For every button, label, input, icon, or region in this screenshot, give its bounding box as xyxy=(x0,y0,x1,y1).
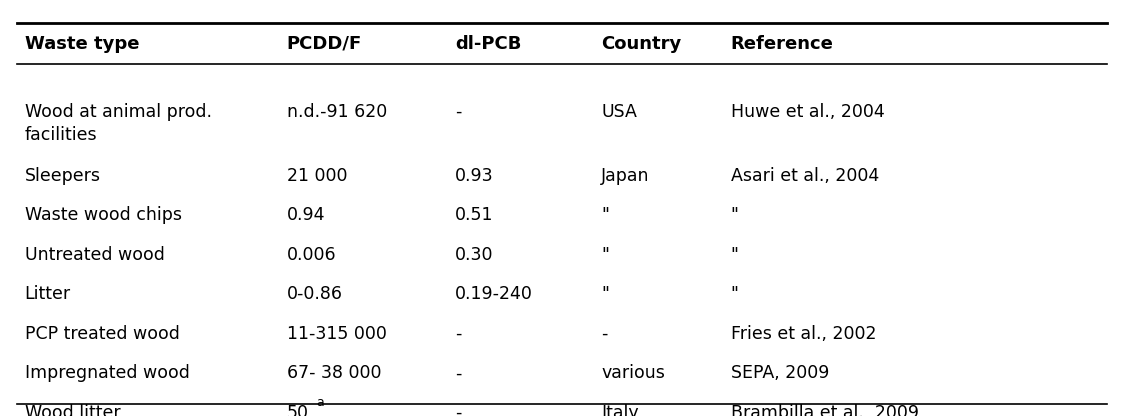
Text: Sleepers: Sleepers xyxy=(25,167,101,185)
Text: 0.93: 0.93 xyxy=(455,167,493,185)
Text: Japan: Japan xyxy=(601,167,650,185)
Text: 21 000: 21 000 xyxy=(287,167,347,185)
Text: various: various xyxy=(601,364,665,382)
Text: ": " xyxy=(731,285,738,303)
Text: PCP treated wood: PCP treated wood xyxy=(25,325,180,343)
Text: -: - xyxy=(455,364,462,382)
Text: -: - xyxy=(455,404,462,416)
Text: Fries et al., 2002: Fries et al., 2002 xyxy=(731,325,876,343)
Text: 67- 38 000: 67- 38 000 xyxy=(287,364,381,382)
Text: ": " xyxy=(601,246,609,264)
Text: -: - xyxy=(455,325,462,343)
Text: Reference: Reference xyxy=(731,35,834,53)
Text: n.d.-91 620: n.d.-91 620 xyxy=(287,103,387,121)
Text: -: - xyxy=(601,325,608,343)
Text: ": " xyxy=(601,206,609,224)
Text: Country: Country xyxy=(601,35,681,53)
Text: Wood litter: Wood litter xyxy=(25,404,120,416)
Text: SEPA, 2009: SEPA, 2009 xyxy=(731,364,830,382)
Text: Brambilla et al., 2009: Brambilla et al., 2009 xyxy=(731,404,918,416)
Text: Huwe et al., 2004: Huwe et al., 2004 xyxy=(731,103,885,121)
Text: a: a xyxy=(316,396,324,409)
Text: 50: 50 xyxy=(287,404,309,416)
Text: -: - xyxy=(455,103,462,121)
Text: 0.19-240: 0.19-240 xyxy=(455,285,533,303)
Text: Untreated wood: Untreated wood xyxy=(25,246,164,264)
Text: 11-315 000: 11-315 000 xyxy=(287,325,387,343)
Text: 0-0.86: 0-0.86 xyxy=(287,285,343,303)
Text: Wood at animal prod.: Wood at animal prod. xyxy=(25,103,211,121)
Text: ": " xyxy=(731,206,738,224)
Text: 0.006: 0.006 xyxy=(287,246,336,264)
Text: Asari et al., 2004: Asari et al., 2004 xyxy=(731,167,879,185)
Text: dl-PCB: dl-PCB xyxy=(455,35,522,53)
Text: PCDD/F: PCDD/F xyxy=(287,35,362,53)
Text: Waste wood chips: Waste wood chips xyxy=(25,206,182,224)
Text: 0.94: 0.94 xyxy=(287,206,325,224)
Text: USA: USA xyxy=(601,103,637,121)
Text: Italy: Italy xyxy=(601,404,638,416)
Text: facilities: facilities xyxy=(25,126,98,144)
Text: ": " xyxy=(731,246,738,264)
Text: Litter: Litter xyxy=(25,285,71,303)
Text: Waste type: Waste type xyxy=(25,35,139,53)
Text: 0.51: 0.51 xyxy=(455,206,493,224)
Text: 0.30: 0.30 xyxy=(455,246,493,264)
Text: Impregnated wood: Impregnated wood xyxy=(25,364,190,382)
Text: ": " xyxy=(601,285,609,303)
